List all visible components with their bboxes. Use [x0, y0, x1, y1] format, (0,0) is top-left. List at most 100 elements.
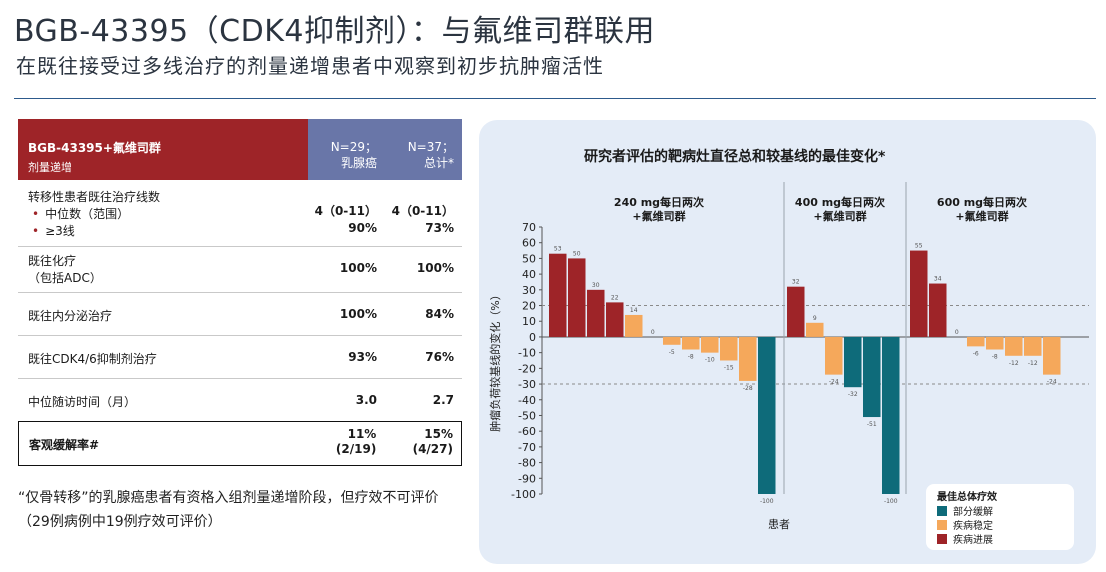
cell-value: 100% — [416, 261, 454, 275]
data-label: -24 — [829, 379, 839, 386]
bar — [863, 336, 881, 418]
y-tick-label: -80 — [518, 457, 536, 470]
row-label: 既往化疗 — [28, 254, 77, 268]
y-tick-label: 10 — [522, 315, 536, 328]
legend-label: 部分缓解 — [953, 505, 993, 518]
bar — [1024, 336, 1042, 356]
row-label: 既往CDK4/6抑制剂治疗 — [28, 352, 157, 366]
cell-value: 11% — [347, 427, 377, 441]
row-label: 客观缓解率# — [29, 438, 100, 452]
data-label: -15 — [724, 365, 734, 372]
table-row: 既往化疗 （包括ADC） 100% 100% — [18, 247, 462, 293]
title-divider — [14, 98, 1096, 99]
y-tick-label: -30 — [518, 378, 536, 391]
x-axis-label: 患者 — [768, 518, 790, 531]
bar — [787, 286, 805, 337]
y-tick-label: 20 — [522, 300, 536, 313]
waterfall-chart: 706050403020100-10-20-30-40-50-60-70-80-… — [488, 182, 1089, 550]
cell-value: (2/19) — [335, 442, 377, 456]
legend-title: 最佳总体疗效 — [937, 490, 998, 503]
bar — [701, 336, 719, 353]
table-row: 中位随访时间（月） 3.0 2.7 — [18, 379, 462, 421]
cell-value: 4（0-11） — [391, 204, 454, 218]
col2-n: N=37； — [407, 140, 454, 154]
group-label: +氟维司群 — [955, 209, 1008, 223]
cell-value: 4（0-11） — [314, 204, 377, 218]
col2-label: 总计* — [423, 156, 454, 170]
row-label: 转移性患者既往治疗线数 — [28, 190, 161, 204]
row-sublabel: ≥3线 — [45, 224, 75, 238]
data-label: -100 — [760, 498, 774, 505]
cell-value: 84% — [425, 307, 454, 321]
data-label: -32 — [848, 391, 858, 398]
y-tick-label: -90 — [518, 472, 536, 485]
chart-title: 研究者评估的靶病灶直径总和较基线的最佳变化* — [584, 149, 886, 165]
y-tick-label: -20 — [518, 362, 536, 375]
data-label: 22 — [611, 294, 619, 301]
col1-label: 乳腺癌 — [340, 156, 377, 170]
data-label: -12 — [1009, 360, 1019, 367]
col1-n: N=29； — [330, 140, 377, 154]
bar — [844, 336, 862, 388]
table-header-total: N=37； 总计* — [385, 119, 462, 180]
page-title: BGB-43395（CDK4抑制剂）：与氟维司群联用 — [14, 14, 655, 49]
cell-value: 15% — [424, 427, 453, 441]
table-header: BGB-43395+氟维司群 剂量递增 N=29； 乳腺癌 N=37； 总计* — [18, 119, 462, 180]
data-label: 32 — [792, 279, 800, 286]
data-label: 0 — [651, 329, 655, 336]
data-label: -28 — [743, 385, 753, 392]
legend-box — [926, 484, 1074, 550]
y-tick-label: 30 — [522, 284, 536, 297]
bar — [682, 336, 700, 350]
bar — [625, 314, 643, 337]
bar — [986, 336, 1004, 350]
bar — [806, 322, 824, 337]
bar — [587, 289, 605, 337]
row-label: 中位随访时间（月） — [28, 395, 137, 409]
y-tick-label: -100 — [511, 488, 536, 501]
bar — [929, 283, 947, 337]
footnote: “仅骨转移”的乳腺癌患者有资格入组剂量递增阶段，但疗效不可评价 （29例病例中1… — [18, 490, 439, 530]
group-label: +氟维司群 — [632, 209, 685, 223]
data-label: 14 — [630, 307, 638, 314]
y-tick-label: 0 — [529, 331, 536, 344]
row-label: 既往内分泌治疗 — [28, 309, 113, 323]
bar — [882, 336, 900, 494]
data-label: 9 — [813, 315, 817, 322]
legend-label: 疾病稳定 — [953, 519, 993, 532]
row-sublabel: （包括ADC） — [28, 271, 102, 285]
y-tick-label: -70 — [518, 441, 536, 454]
page-subtitle: 在既往接受过多线治疗的剂量递增患者中观察到初步抗肿瘤活性 — [16, 54, 604, 78]
cell-value: 93% — [348, 350, 377, 364]
data-label: -5 — [669, 349, 675, 356]
legend-swatch — [937, 506, 947, 516]
data-label: 55 — [915, 243, 923, 250]
data-label: -100 — [884, 498, 898, 505]
cell-value: 100% — [339, 261, 377, 275]
data-label: 34 — [934, 276, 942, 283]
bar — [663, 336, 681, 345]
data-label: -8 — [992, 354, 998, 361]
cell-value: 90% — [348, 221, 377, 235]
cell-value: (4/27) — [412, 442, 453, 456]
cell-value: 3.0 — [355, 393, 377, 407]
bar — [720, 336, 738, 361]
legend-swatch — [937, 520, 947, 530]
y-tick-label: 60 — [522, 237, 536, 250]
data-label: -6 — [973, 350, 979, 357]
y-tick-label: 70 — [522, 221, 536, 234]
table-row-orr: 客观缓解率# 11% (2/19) 15% (4/27) — [18, 421, 462, 466]
table-row: 转移性患者既往治疗线数 • 中位数（范围） • ≥3线 4（0-11） 90% 4（… — [18, 180, 462, 247]
table-header-breast-cancer: N=29； 乳腺癌 — [308, 119, 385, 180]
bar — [568, 258, 586, 337]
bar — [758, 336, 776, 494]
bar — [739, 336, 757, 381]
group-label: 400 mg每日两次 — [795, 195, 885, 209]
y-tick-label: 40 — [522, 268, 536, 281]
y-tick-label: 50 — [522, 252, 536, 265]
group-label: 240 mg每日两次 — [614, 195, 704, 209]
bar — [549, 253, 567, 337]
baseline-table: BGB-43395+氟维司群 剂量递增 N=29； 乳腺癌 N=37； 总计* … — [18, 119, 462, 466]
y-tick-label: -50 — [518, 409, 536, 422]
bar — [825, 336, 843, 375]
